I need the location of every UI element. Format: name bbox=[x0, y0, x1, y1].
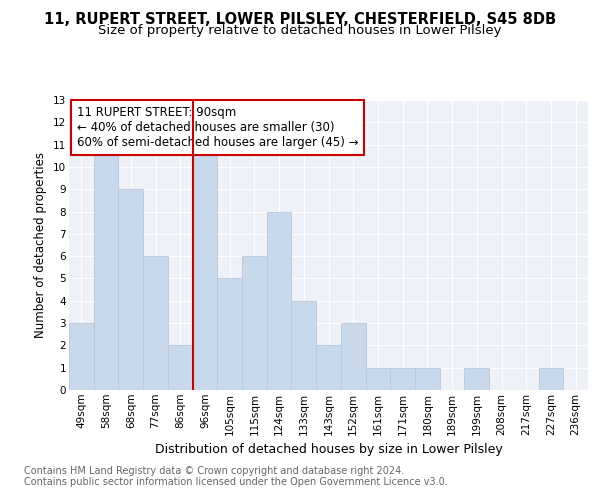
Text: Contains public sector information licensed under the Open Government Licence v3: Contains public sector information licen… bbox=[24, 477, 448, 487]
Bar bbox=[242, 256, 267, 390]
Bar bbox=[193, 144, 217, 390]
Bar bbox=[118, 189, 143, 390]
Bar bbox=[365, 368, 390, 390]
Bar bbox=[69, 323, 94, 390]
Bar bbox=[292, 301, 316, 390]
Bar bbox=[415, 368, 440, 390]
Text: Size of property relative to detached houses in Lower Pilsley: Size of property relative to detached ho… bbox=[98, 24, 502, 37]
Bar bbox=[390, 368, 415, 390]
Bar bbox=[217, 278, 242, 390]
Bar bbox=[539, 368, 563, 390]
Bar bbox=[94, 144, 118, 390]
Bar bbox=[464, 368, 489, 390]
Bar bbox=[168, 346, 193, 390]
Text: 11, RUPERT STREET, LOWER PILSLEY, CHESTERFIELD, S45 8DB: 11, RUPERT STREET, LOWER PILSLEY, CHESTE… bbox=[44, 12, 556, 28]
Text: Contains HM Land Registry data © Crown copyright and database right 2024.: Contains HM Land Registry data © Crown c… bbox=[24, 466, 404, 476]
Text: 11 RUPERT STREET: 90sqm
← 40% of detached houses are smaller (30)
60% of semi-de: 11 RUPERT STREET: 90sqm ← 40% of detache… bbox=[77, 106, 358, 149]
Bar bbox=[341, 323, 365, 390]
X-axis label: Distribution of detached houses by size in Lower Pilsley: Distribution of detached houses by size … bbox=[155, 443, 502, 456]
Bar bbox=[316, 346, 341, 390]
Bar bbox=[143, 256, 168, 390]
Y-axis label: Number of detached properties: Number of detached properties bbox=[34, 152, 47, 338]
Bar bbox=[267, 212, 292, 390]
